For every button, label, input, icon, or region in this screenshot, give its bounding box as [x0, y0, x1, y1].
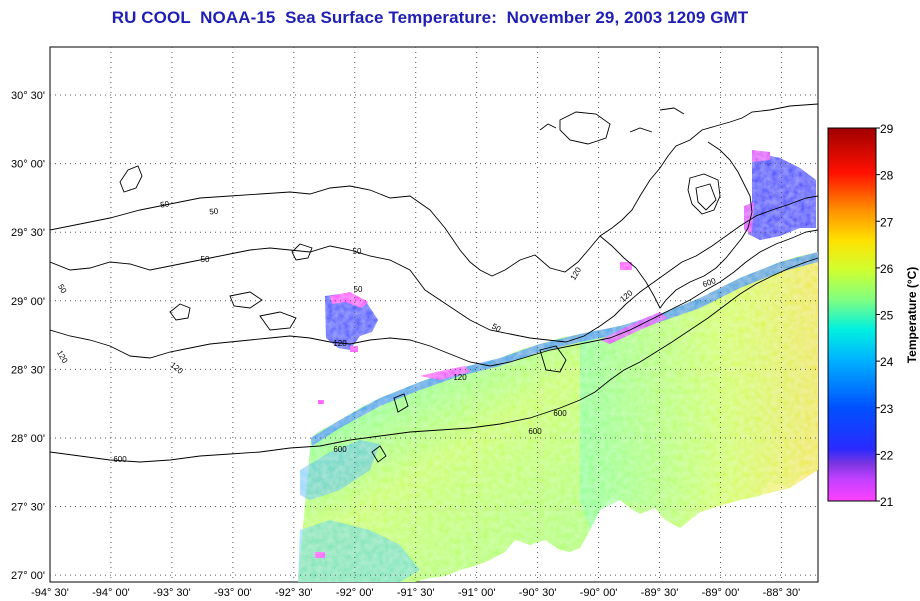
- contour-label: 50: [160, 199, 171, 209]
- sst-speck: [350, 346, 358, 352]
- contour-loop: [169, 303, 191, 321]
- longitude-tick-label: -91° 30': [397, 587, 435, 599]
- sst-south-coolpatch: [298, 520, 420, 582]
- contour-loop: [371, 445, 387, 463]
- longitude-tick-label: -93° 30': [153, 587, 191, 599]
- sst-patch-west-fringe: [330, 292, 368, 308]
- sst-speck: [318, 400, 324, 404]
- latitude-tick-label: 28° 30': [11, 364, 45, 376]
- bay-outline: [119, 165, 143, 193]
- colorbar-tick-label: 29: [880, 122, 894, 136]
- contour-loop: [229, 291, 263, 309]
- sst-coastal-fringe-2: [420, 366, 470, 380]
- colorbar-tick-label: 21: [880, 495, 894, 509]
- colorbar: 29 28 27 26 25 24 23 22 21 Temperature (°C): [827, 122, 919, 509]
- colorbar-tick-label: 28: [880, 169, 894, 183]
- colorbar-tick-label: 22: [880, 448, 894, 462]
- sst-patch-northeast-fringe: [744, 150, 770, 234]
- contour-loop: [259, 311, 297, 331]
- contour-label: 50: [201, 255, 210, 264]
- longitude-tick-label: -91° 00': [458, 587, 496, 599]
- map-grid: [50, 47, 818, 582]
- longitude-tick-label: -93° 00': [214, 587, 252, 599]
- colorbar-title: Temperature (°C): [905, 267, 919, 364]
- coastline: [50, 103, 818, 277]
- longitude-tick-label: -88° 30': [763, 587, 801, 599]
- sst-shelf-edge-cool: [311, 252, 818, 446]
- colorbar-tick-label: 23: [880, 402, 894, 416]
- contour-loop: [393, 393, 409, 413]
- contour-label: 600: [701, 276, 717, 289]
- longitude-axis: -94° 30' -94° 00' -93° 30' -93° 00' -92° 30'…: [31, 587, 800, 599]
- contour-120m: [50, 229, 818, 367]
- latitude-tick-label: 28° 00': [11, 433, 45, 445]
- colorbar-gradient: [827, 127, 877, 502]
- sst-speck: [620, 262, 632, 270]
- sst-patch-northeast: [748, 152, 816, 240]
- contour-label: 50: [353, 247, 362, 256]
- contour-label: 120: [333, 339, 347, 348]
- sst-speck: [315, 552, 325, 558]
- latitude-tick-label: 27° 00': [11, 570, 45, 582]
- lake-pontchartrain: [559, 111, 611, 145]
- longitude-tick-label: -90° 30': [519, 587, 557, 599]
- longitude-tick-label: -92° 00': [336, 587, 374, 599]
- contour-label: 600: [528, 427, 542, 436]
- contour-loop: [539, 345, 567, 373]
- contour-label: 50: [354, 285, 363, 294]
- latitude-tick-label: 30° 00': [11, 159, 45, 171]
- longitude-tick-label: -90° 00': [580, 587, 618, 599]
- contour-loop: [291, 243, 313, 261]
- longitude-tick-label: -92° 30': [275, 587, 313, 599]
- contour-600m: [50, 257, 818, 463]
- island-chain: [539, 107, 685, 133]
- longitude-tick-label: -94° 00': [92, 587, 130, 599]
- contour-label: 600: [113, 455, 127, 464]
- sst-west-coolpatch: [300, 440, 380, 500]
- colorbar-tick-label: 26: [880, 262, 894, 276]
- colorbar-tick-label: 27: [880, 215, 894, 229]
- sst-patch-west: [325, 293, 378, 350]
- contour-50m: [50, 195, 818, 343]
- map-title: RU COOL NOAA-15 Sea Surface Temperature:…: [111, 8, 749, 27]
- sst-swath-east: [580, 252, 818, 530]
- longitude-tick-label: -89° 00': [702, 587, 740, 599]
- latitude-tick-label: 30° 30': [11, 90, 45, 102]
- contour-label: 600: [333, 445, 347, 454]
- longitude-tick-label: -94° 30': [31, 587, 69, 599]
- coastline-delta: [599, 141, 753, 309]
- colorbar-ticks: 29 28 27 26 25 24 23 22 21: [876, 122, 894, 509]
- coastline-and-bathymetry: [50, 103, 818, 463]
- contour-label: 50: [209, 207, 219, 217]
- latitude-tick-label: 29° 30': [11, 227, 45, 239]
- colorbar-tick-label: 25: [880, 309, 894, 323]
- lake-borgne: [687, 173, 721, 215]
- contour-label: 120: [453, 373, 467, 382]
- contour-loop: [695, 183, 717, 211]
- latitude-tick-label: 29° 00': [11, 296, 45, 308]
- longitude-tick-label: -89° 30': [641, 587, 679, 599]
- contour-label: 600: [553, 409, 567, 418]
- latitude-axis: 30° 30' 30° 00' 29° 30' 29° 00' 28° 30' 28° 0…: [11, 90, 45, 582]
- latitude-tick-label: 27° 30': [11, 502, 45, 514]
- colorbar-tick-label: 24: [880, 355, 894, 369]
- sst-swath: [298, 150, 818, 582]
